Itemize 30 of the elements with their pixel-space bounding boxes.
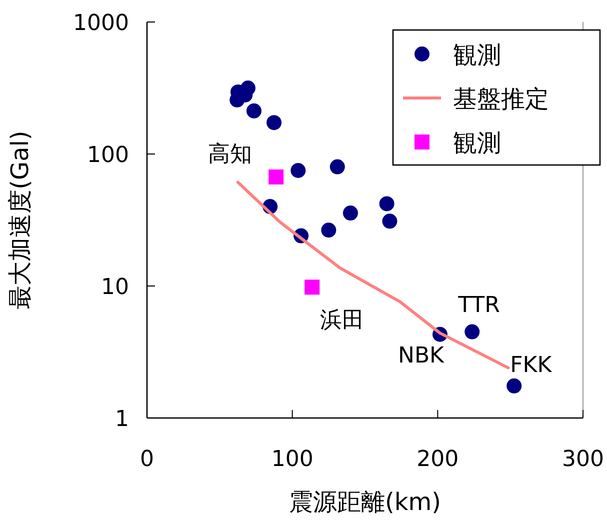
y-tick-label: 1 xyxy=(115,407,129,432)
legend-label: 観測 xyxy=(453,129,501,157)
point xyxy=(246,103,262,118)
point xyxy=(506,378,522,394)
annotation: TTR xyxy=(457,292,500,318)
annotation: 高知 xyxy=(208,142,252,167)
point xyxy=(268,169,284,184)
point xyxy=(382,214,398,229)
x-tick-label: 200 xyxy=(416,447,459,472)
y-axis-title: 最大加速度(Gal) xyxy=(6,130,34,310)
point xyxy=(266,115,282,130)
point xyxy=(321,222,336,238)
point xyxy=(464,324,480,340)
legend-label: 基盤推定 xyxy=(453,85,549,113)
point xyxy=(379,196,394,212)
point xyxy=(304,280,320,295)
annotation: FKK xyxy=(510,352,552,378)
annotation: NBK xyxy=(398,343,445,368)
x-tick-label: 300 xyxy=(562,447,604,472)
y-tick-label: 100 xyxy=(87,143,129,168)
annotation: 浜田 xyxy=(320,308,364,334)
x-tick-label: 100 xyxy=(271,447,314,472)
y-tick-label: 1000 xyxy=(73,11,129,36)
point xyxy=(290,162,306,178)
x-tick-label: 0 xyxy=(140,447,154,472)
legend-label: 観測 xyxy=(453,41,501,69)
point xyxy=(330,159,345,174)
y-tick-label: 10 xyxy=(101,275,129,300)
point xyxy=(342,206,358,221)
x-axis-title: 震源距離(km) xyxy=(288,488,442,516)
